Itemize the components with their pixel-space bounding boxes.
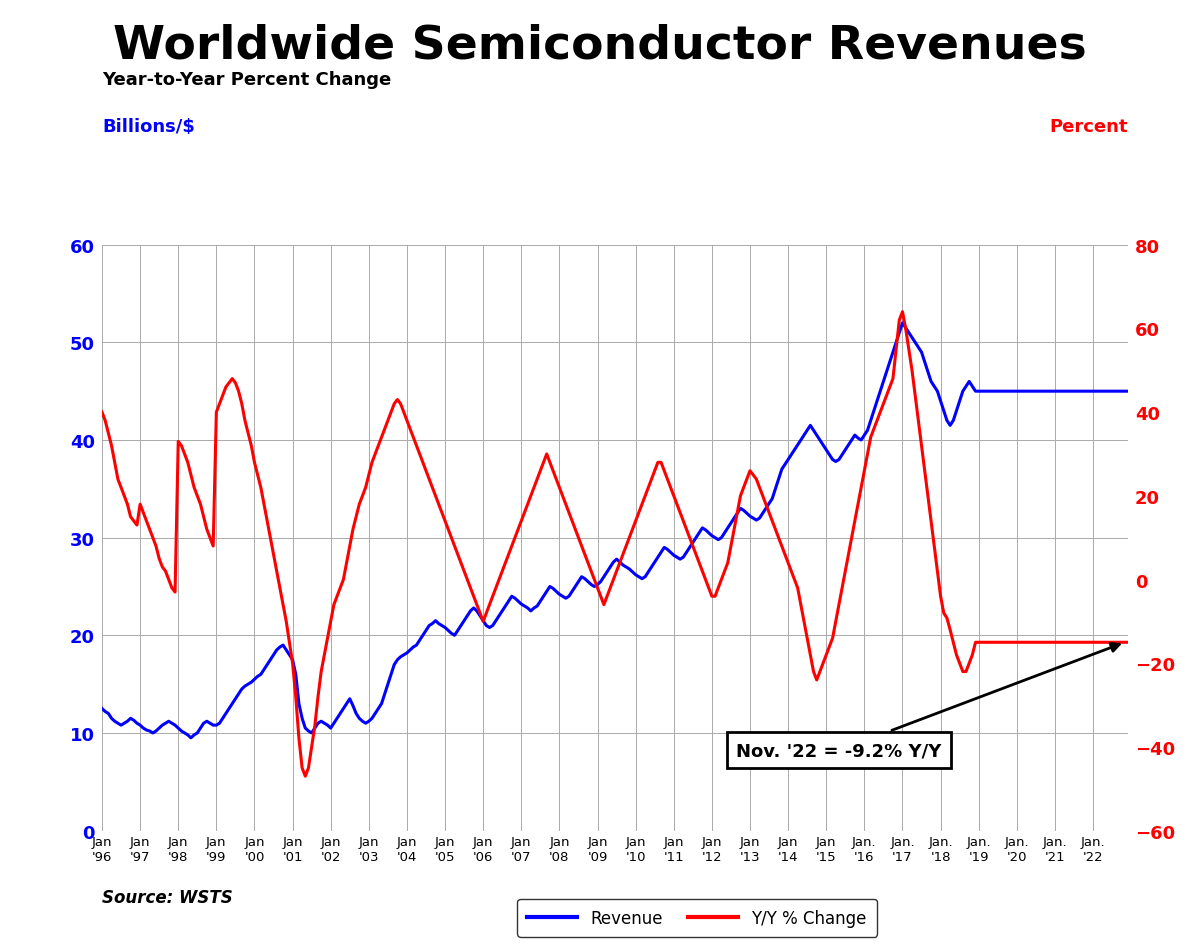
Text: Source: WSTS: Source: WSTS (102, 888, 233, 906)
Text: Worldwide Semiconductor Revenues: Worldwide Semiconductor Revenues (113, 24, 1087, 69)
Text: Nov. '22 = -9.2% Y/Y: Nov. '22 = -9.2% Y/Y (737, 644, 1120, 760)
Text: Billions/$: Billions/$ (102, 118, 194, 136)
Legend: Revenue, Y/Y % Change: Revenue, Y/Y % Change (517, 899, 877, 936)
Text: Percent: Percent (1050, 118, 1128, 136)
Text: Year-to-Year Percent Change: Year-to-Year Percent Change (102, 71, 391, 89)
